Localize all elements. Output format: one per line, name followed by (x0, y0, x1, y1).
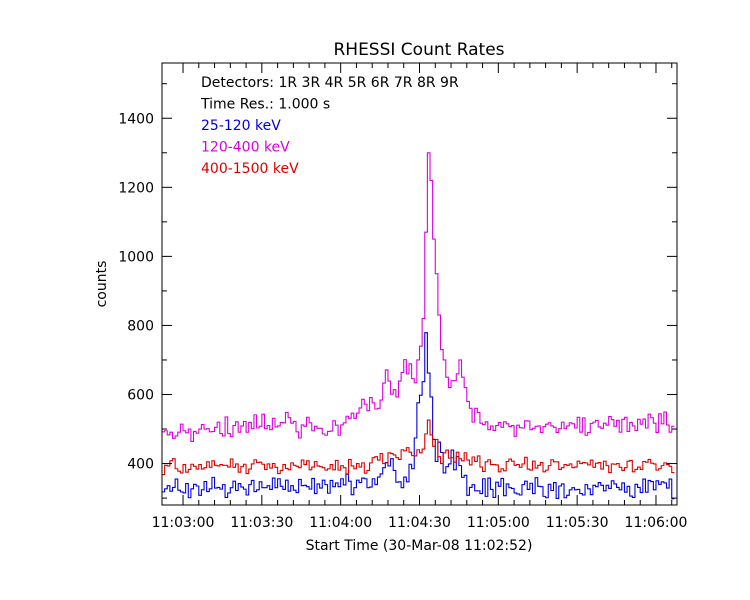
series-line-3 (162, 419, 675, 476)
annotation-line-5: 400-1500 keV (201, 161, 299, 177)
x-axis: 11:03:00 11:03:30 11:04:00 11:04:30 11:05:00… (152, 63, 688, 531)
y-tick-label: 1000 (118, 249, 154, 265)
x-tick-label: 11:04:00 (309, 515, 372, 531)
x-tick-label: 11:05:30 (546, 515, 609, 531)
x-axis-label: Start Time (30-Mar-08 11:02:52) (306, 538, 533, 554)
y-tick-label: 400 (127, 457, 154, 473)
plot-series-group (162, 152, 675, 500)
y-tick-label: 1400 (118, 111, 154, 127)
annotation-line-3: 25-120 keV (201, 118, 281, 134)
y-tick-label: 800 (127, 318, 154, 334)
chart-title: RHESSI Count Rates (333, 40, 504, 60)
y-tick-label: 600 (127, 388, 154, 404)
x-tick-label: 11:03:00 (152, 515, 215, 531)
x-tick-label: 11:06:00 (625, 515, 688, 531)
series-line-1 (162, 332, 675, 500)
y-axis: 400 600 800 1000 1200 1400 (118, 83, 677, 499)
annotation-line-2: Time Res.: 1.000 s (200, 97, 330, 113)
annotation-line-1: Detectors: 1R 3R 4R 5R 6R 7R 8R 9R (201, 75, 459, 91)
x-tick-label: 11:04:30 (388, 515, 451, 531)
y-tick-label: 1200 (118, 180, 154, 196)
x-tick-label: 11:05:00 (467, 515, 530, 531)
y-axis-label: counts (94, 261, 110, 308)
series-line-2 (162, 152, 675, 443)
annotation-line-4: 120-400 keV (201, 140, 290, 156)
x-tick-label: 11:03:30 (230, 515, 293, 531)
legend-annotations: Detectors: 1R 3R 4R 5R 6R 7R 8R 9R Time R… (200, 75, 459, 177)
